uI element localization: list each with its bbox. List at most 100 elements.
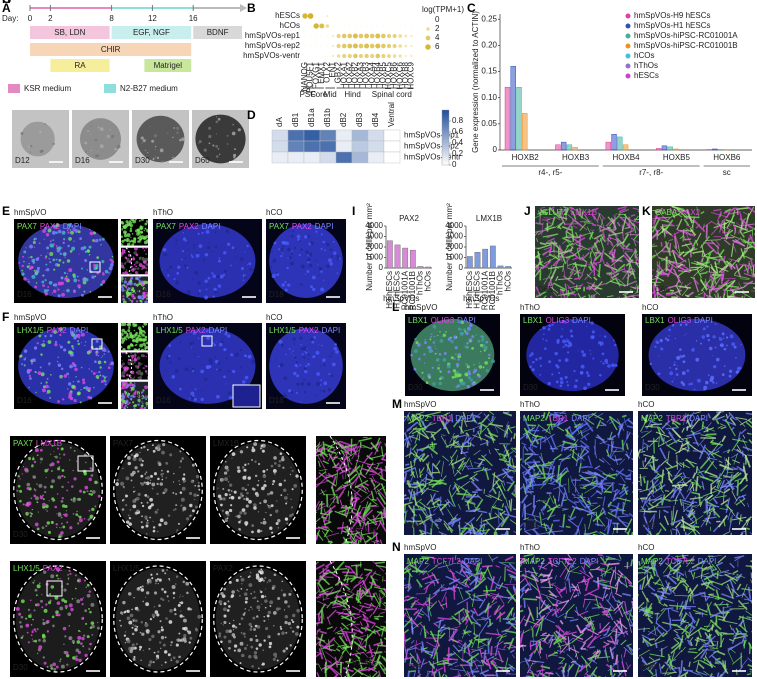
outline xyxy=(113,565,203,673)
cell xyxy=(34,639,38,643)
fiber xyxy=(738,263,743,266)
cell xyxy=(141,632,145,636)
cell xyxy=(123,226,126,229)
cell xyxy=(242,475,247,480)
cell xyxy=(64,513,68,517)
cell xyxy=(255,573,260,577)
cell xyxy=(469,378,473,382)
cell xyxy=(62,398,65,401)
cell xyxy=(191,509,195,513)
treatment-bar xyxy=(193,26,242,39)
fiber xyxy=(710,281,716,295)
cell xyxy=(710,375,715,380)
cell xyxy=(121,221,125,225)
cell xyxy=(590,321,594,325)
fiber xyxy=(728,258,740,262)
cell xyxy=(143,338,147,342)
cell xyxy=(132,323,135,325)
cell xyxy=(40,382,42,384)
cell xyxy=(74,229,79,233)
cell xyxy=(131,338,136,343)
cell xyxy=(34,522,39,527)
cell xyxy=(89,231,94,236)
fiber xyxy=(499,510,506,517)
cell xyxy=(33,494,37,498)
cell xyxy=(432,324,437,329)
fiber xyxy=(339,499,344,508)
stain-labels: LBX1 OLIG3 DAPI xyxy=(645,316,713,325)
cell xyxy=(273,573,277,577)
cell xyxy=(140,446,143,449)
cell xyxy=(127,520,130,523)
cell xyxy=(544,347,547,350)
cell xyxy=(46,389,51,394)
cell xyxy=(251,487,255,490)
fiber xyxy=(317,663,323,672)
cell xyxy=(226,143,229,145)
fiber xyxy=(426,499,432,506)
fiber xyxy=(348,465,361,477)
cell xyxy=(88,509,91,512)
fiber xyxy=(477,421,484,425)
fiber xyxy=(496,485,501,489)
cell xyxy=(290,619,294,622)
fiber xyxy=(503,480,506,486)
cell xyxy=(32,240,36,244)
fiber xyxy=(591,245,598,252)
micrograph xyxy=(316,436,386,544)
cell xyxy=(46,468,50,471)
cell xyxy=(466,384,471,389)
cell xyxy=(669,371,674,376)
fiber xyxy=(333,601,346,608)
fiber xyxy=(718,264,729,274)
cell xyxy=(137,403,140,406)
cell xyxy=(137,362,142,366)
fiber xyxy=(549,276,554,291)
cell xyxy=(137,295,142,300)
fiber xyxy=(319,630,327,635)
cell xyxy=(281,580,284,583)
cell xyxy=(45,524,48,527)
cell xyxy=(74,574,78,577)
cell xyxy=(280,457,285,462)
fiber xyxy=(549,286,559,294)
cell xyxy=(86,635,90,639)
cell xyxy=(288,389,292,393)
fiber xyxy=(618,216,630,219)
fiber xyxy=(353,641,367,652)
fiber xyxy=(357,639,363,650)
fiber xyxy=(627,418,633,425)
cell xyxy=(240,631,243,634)
cell xyxy=(78,253,80,255)
fiber xyxy=(440,414,451,422)
cell xyxy=(56,601,61,605)
fiber xyxy=(587,497,591,503)
cell xyxy=(237,590,240,593)
cell xyxy=(48,364,50,366)
fiber xyxy=(568,250,582,261)
cell xyxy=(723,337,725,339)
cell xyxy=(264,480,266,483)
cell xyxy=(547,381,551,386)
fiber xyxy=(558,210,566,224)
cell xyxy=(53,289,57,293)
cell xyxy=(69,572,72,575)
cell xyxy=(657,372,661,376)
cell xyxy=(95,266,98,270)
fiber xyxy=(610,251,616,259)
cell xyxy=(130,453,134,457)
cell xyxy=(87,130,90,133)
cell xyxy=(241,653,245,658)
fiber xyxy=(317,603,326,616)
cell xyxy=(73,240,75,242)
fiber xyxy=(339,668,342,677)
cell xyxy=(150,474,153,478)
cell xyxy=(54,595,59,600)
cell xyxy=(165,617,168,620)
cell xyxy=(125,257,128,259)
cell xyxy=(77,380,80,383)
cell xyxy=(39,149,43,153)
cell xyxy=(48,500,50,502)
fiber xyxy=(714,293,717,298)
cell xyxy=(439,377,442,381)
